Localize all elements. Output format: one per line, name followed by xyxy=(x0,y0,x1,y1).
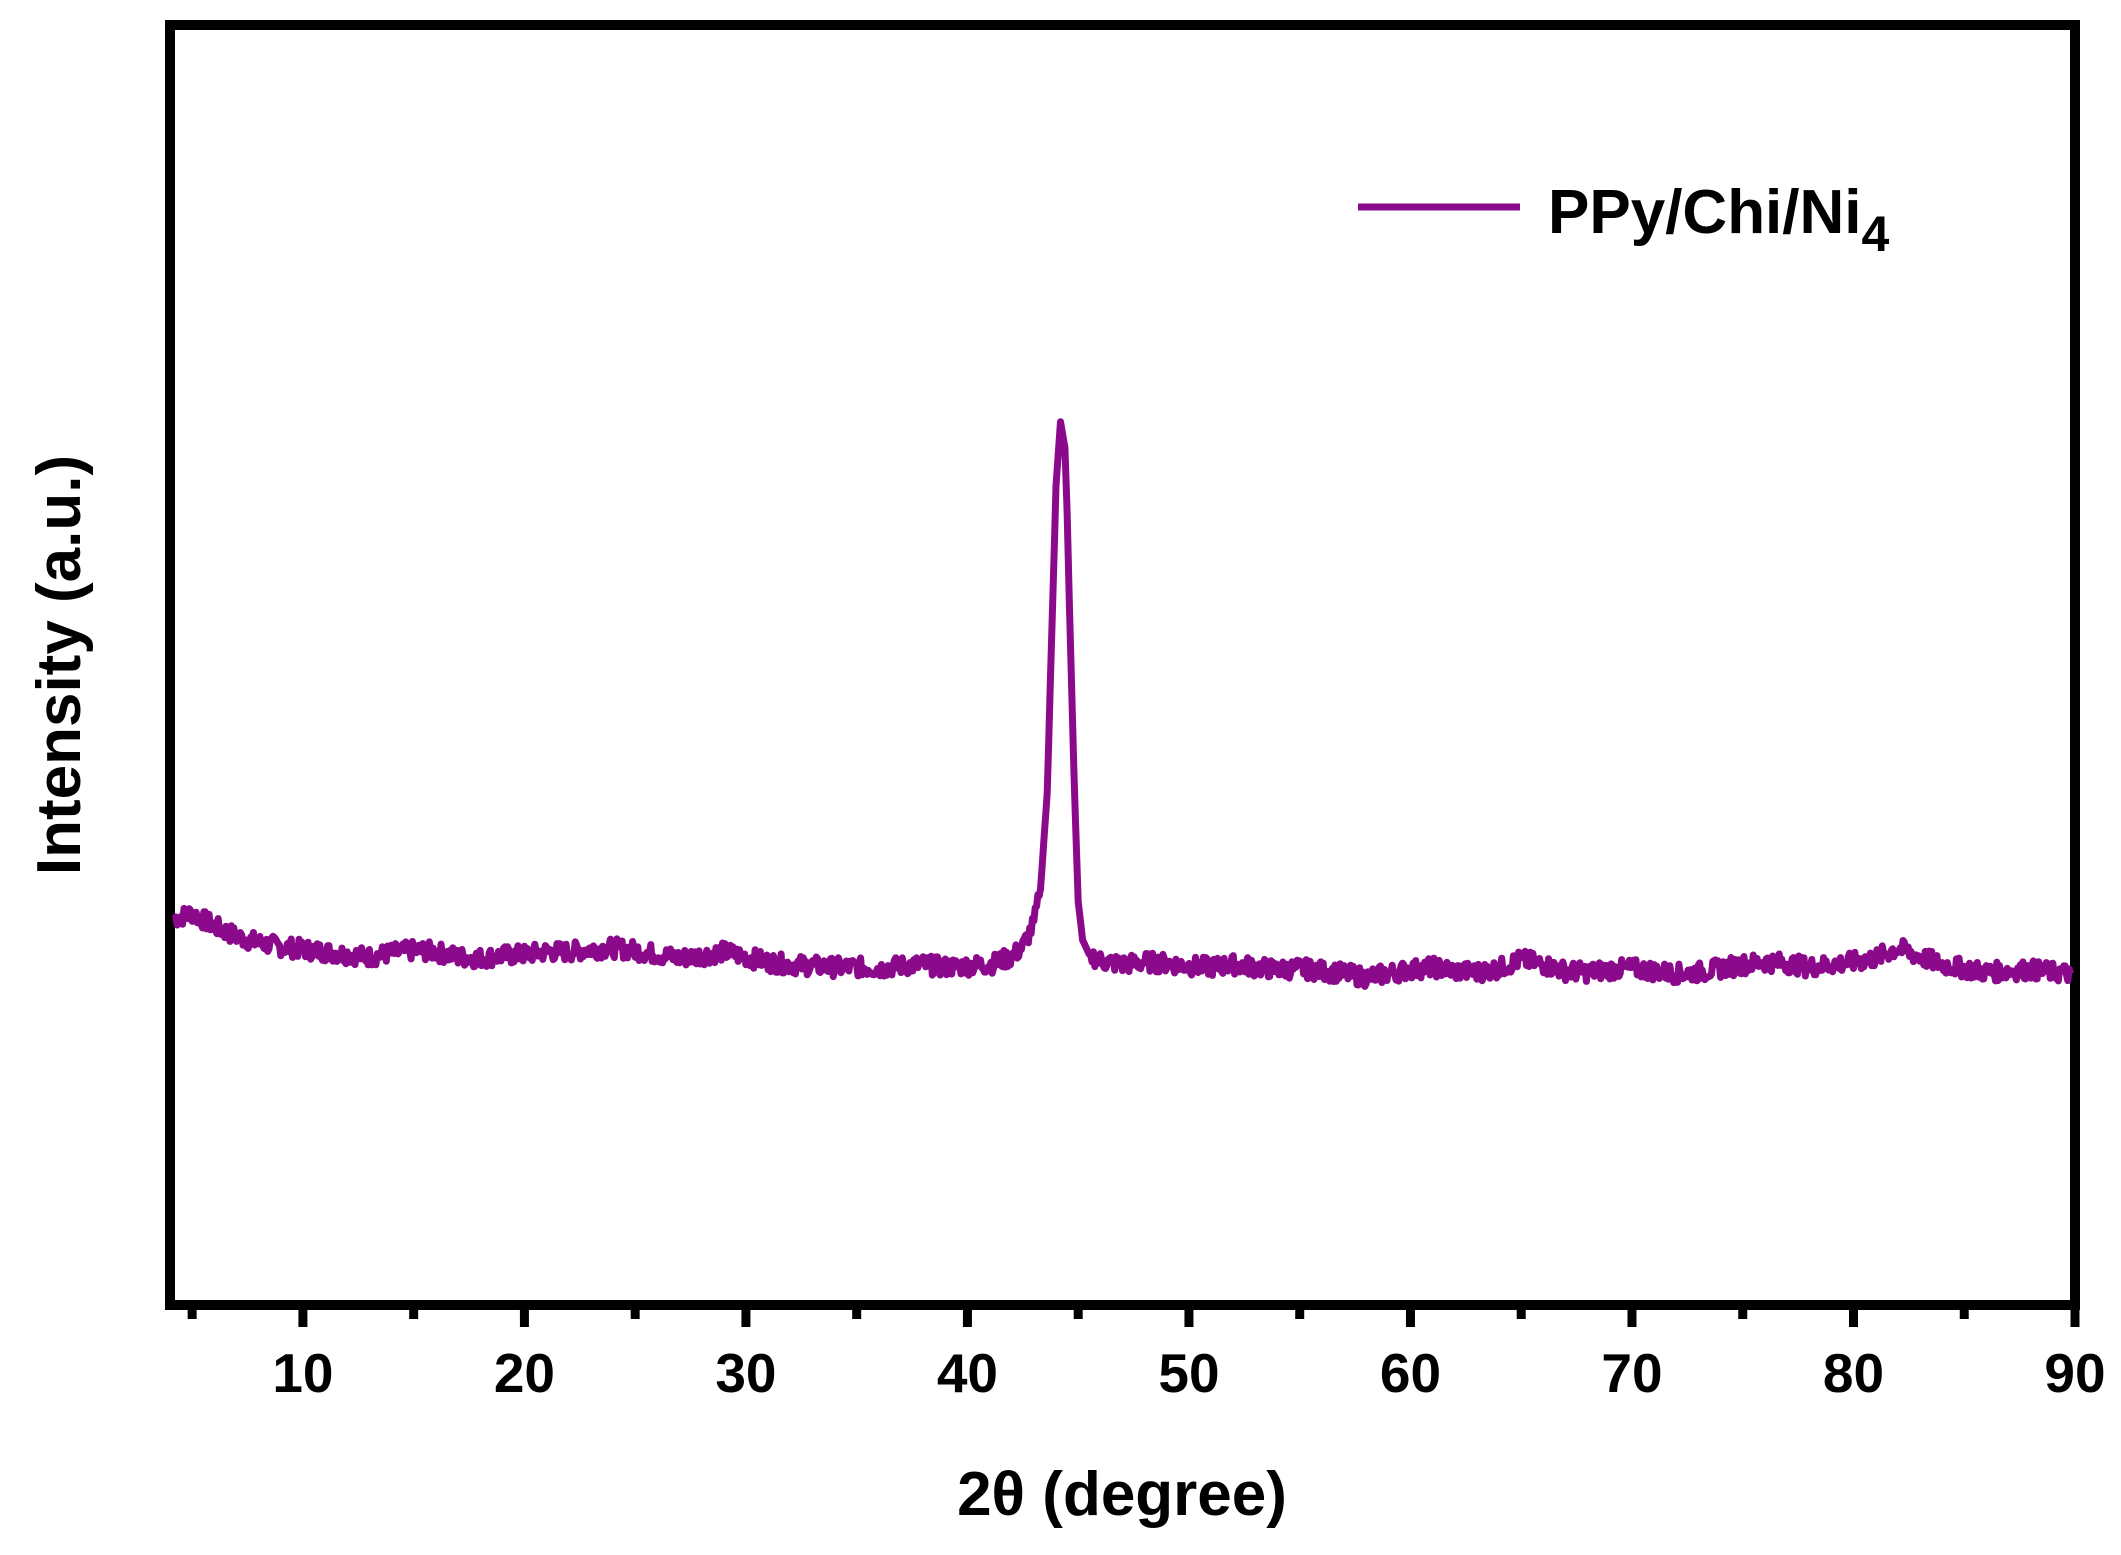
x-tick-label: 50 xyxy=(1158,1342,1219,1404)
plot-frame xyxy=(165,20,2080,1310)
x-axis-tick-labels: 10 20 30 40 50 60 70 80 90 xyxy=(272,1342,2105,1404)
x-axis-label: 2θ (degree) xyxy=(957,1460,1287,1529)
x-tick-label: 20 xyxy=(494,1342,555,1404)
legend-label: PPy/Chi/Ni4 xyxy=(1548,178,1890,262)
y-axis-label: Intensity (a.u.) xyxy=(25,455,94,875)
x-tick-label: 10 xyxy=(272,1342,333,1404)
legend-label-main: PPy/Chi/Ni xyxy=(1548,178,1862,247)
x-tick-label: 60 xyxy=(1380,1342,1441,1404)
x-axis-ticks xyxy=(187,1305,2080,1327)
x-tick-label: 40 xyxy=(937,1342,998,1404)
legend: PPy/Chi/Ni4 xyxy=(1358,178,1890,262)
x-tick-label: 80 xyxy=(1823,1342,1884,1404)
series-line-ppy-chi-ni4 xyxy=(171,418,2074,990)
x-tick-label: 90 xyxy=(2044,1342,2105,1404)
legend-label-subscript: 4 xyxy=(1862,206,1890,262)
x-tick-label: 70 xyxy=(1601,1342,1662,1404)
x-tick-label: 30 xyxy=(715,1342,776,1404)
